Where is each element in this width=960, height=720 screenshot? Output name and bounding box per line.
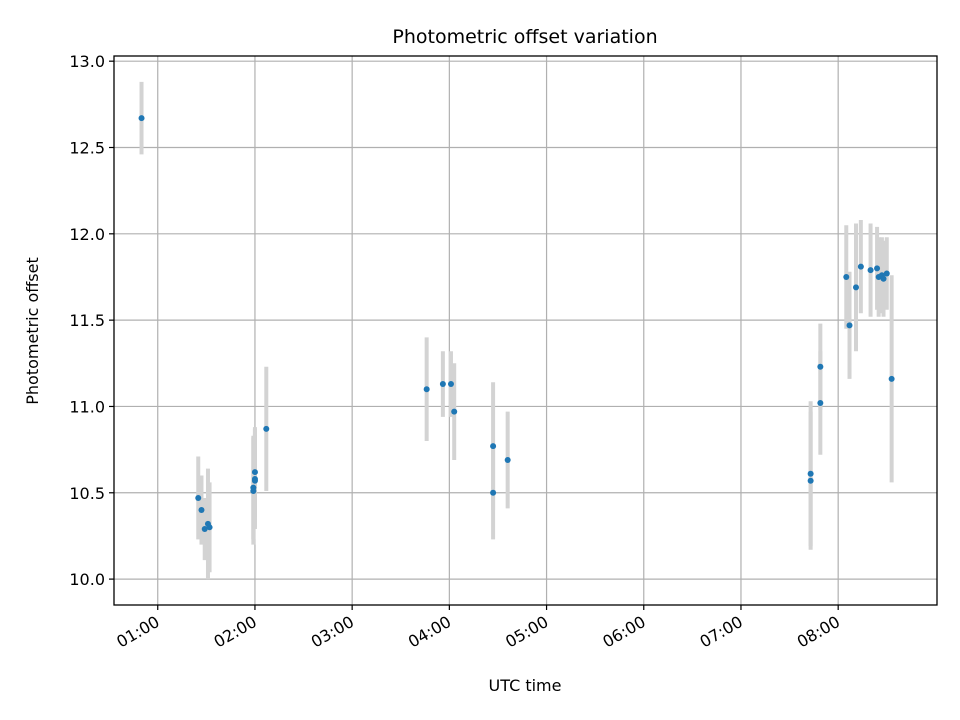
y-axis-ticks: 10.0 10.5 11.0 11.5 12.0 12.5 13.0 (69, 52, 114, 589)
grid-lines (114, 56, 937, 605)
data-point (874, 265, 881, 272)
chart-title: Photometric offset variation (392, 26, 657, 48)
data-point (867, 267, 874, 274)
data-point (843, 273, 850, 280)
x-tick-label: 05:00 (502, 612, 551, 652)
plot-frame (113, 55, 938, 606)
data-point (807, 477, 814, 484)
data-point (201, 526, 208, 533)
data-point (251, 477, 258, 484)
data-point (198, 507, 205, 514)
x-tick-label: 07:00 (697, 612, 746, 652)
data-point (195, 494, 202, 501)
x-tick-label: 01:00 (113, 612, 162, 652)
y-tick-label: 11.0 (69, 397, 105, 416)
data-point (490, 489, 497, 496)
data-point (857, 263, 864, 270)
data-point (423, 386, 430, 393)
data-point (817, 400, 824, 407)
data-point (888, 375, 895, 382)
data-point (852, 284, 859, 291)
data-point (447, 381, 454, 388)
data-point (807, 470, 814, 477)
data-point (880, 275, 887, 282)
y-tick-label: 12.0 (69, 225, 105, 244)
x-tick-label: 04:00 (405, 612, 454, 652)
y-tick-label: 13.0 (69, 52, 105, 71)
data-point (490, 443, 497, 450)
y-tick-label: 12.5 (69, 139, 105, 158)
data-point (439, 381, 446, 388)
error-bars (139, 81, 894, 580)
data-point (504, 456, 511, 463)
data-point (206, 524, 213, 531)
y-tick-label: 11.5 (69, 311, 105, 330)
data-point (817, 363, 824, 370)
data-point (250, 484, 257, 491)
x-axis-label: UTC time (489, 676, 562, 695)
data-point (263, 425, 270, 432)
data-points (138, 115, 895, 533)
x-tick-label: 06:00 (599, 612, 648, 652)
x-axis-ticks: 01:00 02:00 03:00 04:00 05:00 06:00 07:00 08:00 (113, 605, 843, 652)
data-point (138, 115, 145, 122)
x-tick-label: 02:00 (211, 612, 260, 652)
x-tick-label: 03:00 (308, 612, 357, 652)
data-point (883, 270, 890, 277)
y-axis-label: Photometric offset (23, 257, 42, 405)
y-tick-label: 10.5 (69, 484, 105, 503)
x-tick-label: 08:00 (794, 612, 843, 652)
data-point (846, 322, 853, 329)
y-tick-label: 10.0 (69, 570, 105, 589)
data-point (451, 408, 458, 415)
data-point (251, 469, 258, 476)
